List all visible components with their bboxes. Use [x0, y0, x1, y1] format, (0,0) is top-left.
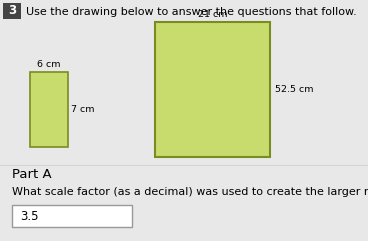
- Text: 6 cm: 6 cm: [37, 60, 61, 69]
- Text: Part A: Part A: [12, 168, 52, 181]
- Text: 21 cm: 21 cm: [198, 10, 227, 19]
- Text: 3: 3: [8, 5, 16, 18]
- Text: What scale factor (as a decimal) was used to create the larger rectangle?: What scale factor (as a decimal) was use…: [12, 187, 368, 197]
- Bar: [3, 3, 21, 19]
- Text: 3.5: 3.5: [20, 209, 39, 222]
- Text: 52.5 cm: 52.5 cm: [275, 85, 314, 94]
- Bar: [12, 205, 132, 227]
- Bar: [155, 22, 270, 157]
- Text: Use the drawing below to answer the questions that follow.: Use the drawing below to answer the ques…: [26, 7, 357, 17]
- Text: 7 cm: 7 cm: [71, 105, 95, 114]
- Bar: [30, 72, 68, 147]
